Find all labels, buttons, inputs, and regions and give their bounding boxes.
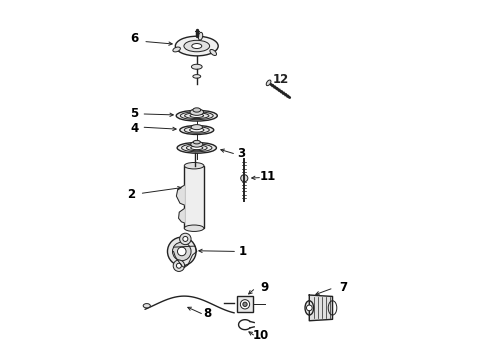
Ellipse shape [173, 47, 180, 52]
Text: 5: 5 [130, 107, 138, 120]
Text: 2: 2 [126, 188, 135, 201]
Text: 1: 1 [239, 245, 247, 258]
Ellipse shape [191, 125, 202, 130]
Bar [184, 166, 204, 228]
Circle shape [180, 233, 191, 245]
Ellipse shape [184, 225, 204, 231]
Polygon shape [176, 185, 184, 205]
Text: 7: 7 [339, 281, 347, 294]
Polygon shape [178, 208, 184, 223]
Text: 6: 6 [130, 32, 138, 45]
Circle shape [243, 302, 247, 306]
Text: 11: 11 [260, 170, 276, 183]
Ellipse shape [193, 75, 201, 78]
Text: 8: 8 [203, 307, 212, 320]
Circle shape [306, 305, 312, 311]
Circle shape [183, 237, 188, 242]
Polygon shape [173, 246, 197, 267]
Circle shape [176, 263, 181, 268]
Ellipse shape [266, 80, 271, 86]
Ellipse shape [190, 128, 204, 132]
Ellipse shape [177, 143, 217, 153]
Ellipse shape [191, 146, 203, 150]
Text: 3: 3 [237, 147, 245, 160]
Polygon shape [309, 295, 333, 321]
Circle shape [168, 237, 196, 266]
Ellipse shape [191, 141, 203, 147]
Ellipse shape [175, 36, 218, 56]
Ellipse shape [305, 301, 314, 315]
Circle shape [177, 247, 186, 256]
Ellipse shape [176, 111, 218, 121]
Ellipse shape [193, 140, 200, 144]
Ellipse shape [184, 162, 204, 169]
Text: 12: 12 [272, 73, 289, 86]
Ellipse shape [192, 64, 202, 69]
Ellipse shape [198, 32, 203, 40]
Text: 4: 4 [130, 122, 138, 135]
Ellipse shape [193, 108, 201, 112]
Ellipse shape [190, 109, 203, 115]
Ellipse shape [180, 126, 214, 134]
Ellipse shape [241, 175, 248, 182]
Ellipse shape [184, 40, 210, 52]
Circle shape [173, 260, 185, 271]
Ellipse shape [190, 114, 203, 117]
Text: 10: 10 [253, 329, 269, 342]
Circle shape [241, 300, 249, 309]
Ellipse shape [210, 49, 217, 55]
Ellipse shape [192, 44, 202, 49]
Text: 9: 9 [261, 281, 269, 294]
Ellipse shape [143, 303, 150, 308]
Bar [237, 296, 253, 312]
Circle shape [172, 242, 191, 261]
